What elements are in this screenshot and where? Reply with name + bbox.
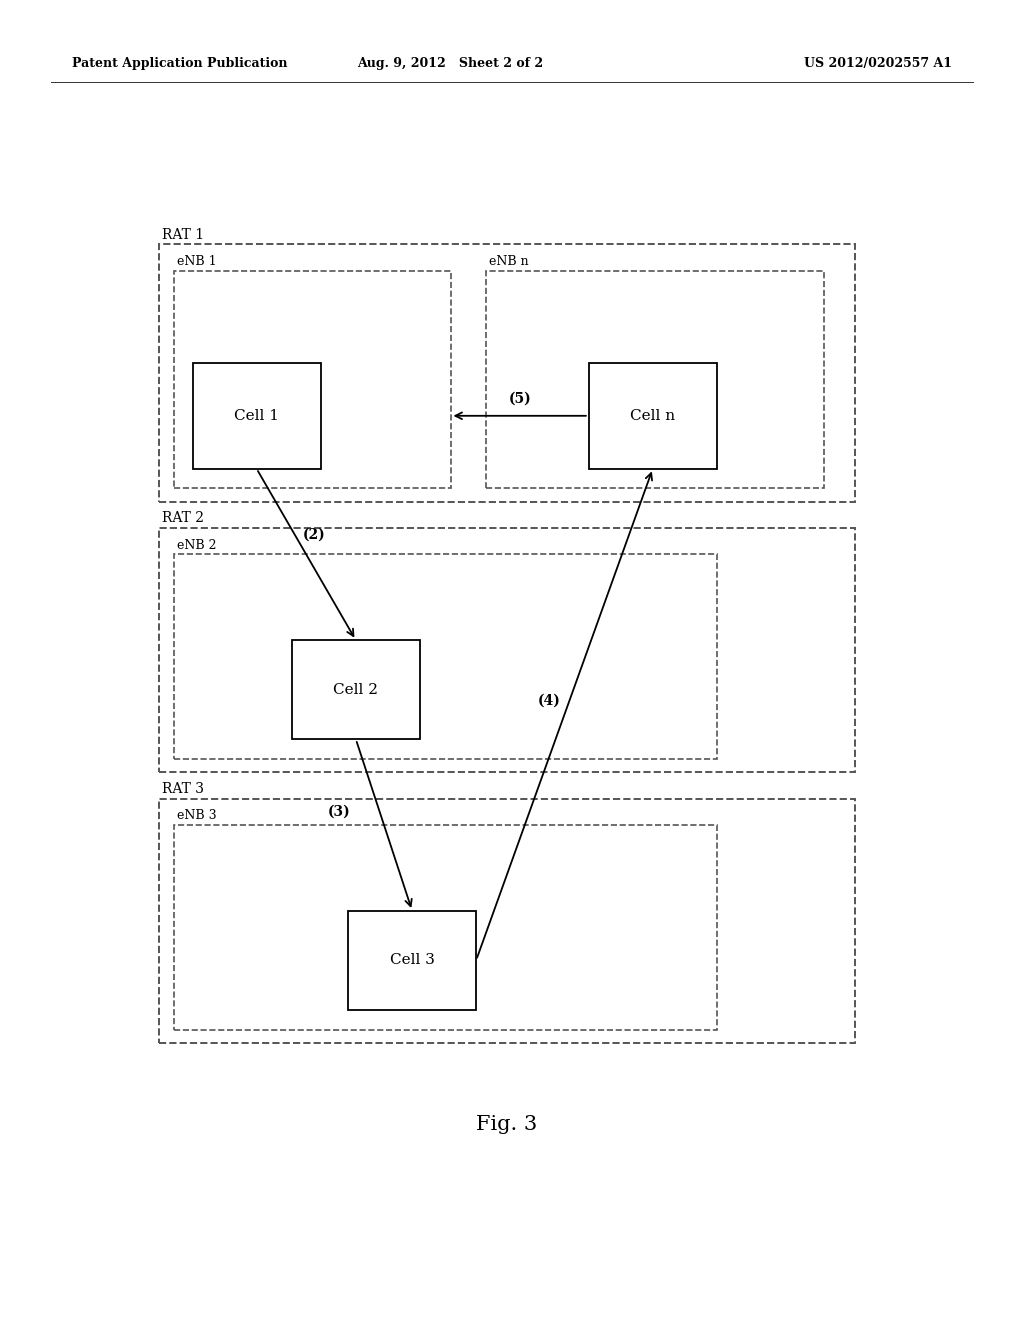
Text: RAT 2: RAT 2	[162, 511, 204, 525]
Text: US 2012/0202557 A1: US 2012/0202557 A1	[804, 57, 952, 70]
Text: Cell 1: Cell 1	[234, 409, 279, 422]
Text: (2): (2)	[303, 527, 326, 541]
Text: (3): (3)	[328, 804, 350, 818]
Bar	[174, 825, 717, 1030]
Bar	[159, 799, 855, 1043]
Bar	[348, 911, 476, 1010]
Bar	[486, 271, 824, 488]
Text: Cell 3: Cell 3	[390, 953, 434, 968]
Bar	[159, 244, 855, 502]
Text: RAT 3: RAT 3	[162, 781, 204, 796]
Text: eNB n: eNB n	[489, 255, 529, 268]
Text: Cell n: Cell n	[630, 409, 676, 422]
Text: Aug. 9, 2012   Sheet 2 of 2: Aug. 9, 2012 Sheet 2 of 2	[357, 57, 544, 70]
Bar	[589, 363, 717, 469]
Text: RAT 1: RAT 1	[162, 227, 204, 242]
Text: (5): (5)	[508, 391, 531, 405]
Text: eNB 3: eNB 3	[177, 809, 217, 822]
Text: Patent Application Publication: Patent Application Publication	[72, 57, 287, 70]
Text: (4): (4)	[538, 694, 560, 708]
Text: Cell 2: Cell 2	[334, 682, 378, 697]
Text: Fig. 3: Fig. 3	[476, 1115, 538, 1134]
Bar	[174, 271, 451, 488]
Text: eNB 2: eNB 2	[177, 539, 217, 552]
Bar	[193, 363, 321, 469]
Text: eNB 1: eNB 1	[177, 255, 217, 268]
Bar	[159, 528, 855, 772]
Bar	[174, 554, 717, 759]
Bar	[292, 640, 420, 739]
